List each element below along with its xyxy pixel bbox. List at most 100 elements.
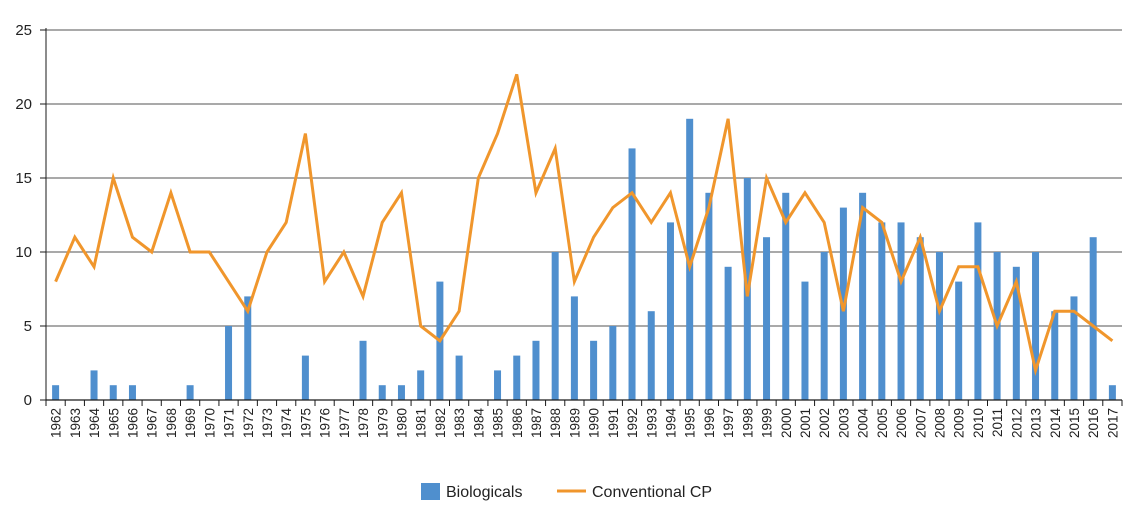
x-tick-label-1971: 1971 <box>222 408 237 438</box>
y-tick-label-0: 0 <box>24 392 32 409</box>
bar-2013 <box>1032 252 1040 400</box>
x-tick-label-2006: 2006 <box>894 408 909 438</box>
x-tick-label-1981: 1981 <box>414 408 429 438</box>
bar-1997 <box>724 266 732 400</box>
bar-1986 <box>513 355 521 400</box>
x-tick-label-2011: 2011 <box>990 408 1005 437</box>
x-tick-label-2007: 2007 <box>913 408 928 438</box>
x-tick-label-2000: 2000 <box>779 408 794 438</box>
y-tick-label-10: 10 <box>15 244 32 261</box>
x-tick-label-2008: 2008 <box>932 408 947 438</box>
x-tick-label-2013: 2013 <box>1029 408 1044 438</box>
x-tick-label-2005: 2005 <box>875 408 890 438</box>
x-tick-label-1995: 1995 <box>683 408 698 438</box>
x-tick-label-1998: 1998 <box>740 408 755 438</box>
x-tick-label-1999: 1999 <box>760 408 775 438</box>
bar-1993 <box>647 311 655 400</box>
bar-1981 <box>417 370 425 400</box>
x-tick-label-1987: 1987 <box>529 408 544 438</box>
bar-1966 <box>128 385 136 400</box>
bar-2008 <box>935 252 943 400</box>
line-conventional-cp <box>54 73 1114 377</box>
bar-1964 <box>90 370 98 400</box>
y-tick-label-5: 5 <box>24 318 32 335</box>
x-tick-label-1968: 1968 <box>164 408 179 438</box>
axes <box>45 28 1123 406</box>
x-tick-label-1974: 1974 <box>279 408 294 439</box>
x-tick-label-1976: 1976 <box>318 408 333 438</box>
line-series-conventional-cp <box>54 73 1114 377</box>
bar-1992 <box>628 148 636 400</box>
x-tick-label-1989: 1989 <box>567 408 582 438</box>
x-tick-label-1997: 1997 <box>721 408 736 438</box>
bar-2005 <box>878 222 886 400</box>
bar-1999 <box>763 237 771 400</box>
bar-1975 <box>301 355 309 400</box>
bar-2010 <box>974 222 982 400</box>
x-axis-tick-labels: 1962 1963 1964 1965 1966 1967 1968 1969 1970 1971… <box>49 408 1121 439</box>
x-tick-label-1986: 1986 <box>510 408 525 438</box>
x-tick-label-1985: 1985 <box>491 408 506 438</box>
bar-1971 <box>225 326 233 400</box>
bar-2000 <box>782 192 790 400</box>
y-tick-label-25: 25 <box>15 22 32 39</box>
legend-label-conventional-cp: Conventional CP <box>592 484 712 501</box>
legend-swatch-biologicals <box>421 483 440 500</box>
x-tick-label-1984: 1984 <box>471 408 486 439</box>
x-tick-label-1975: 1975 <box>298 408 313 438</box>
x-tick-label-1978: 1978 <box>356 408 371 438</box>
x-tick-label-1991: 1991 <box>606 408 621 438</box>
bar-2017 <box>1108 385 1116 400</box>
x-tick-label-1977: 1977 <box>337 408 352 438</box>
x-tick-label-2009: 2009 <box>952 408 967 438</box>
x-tick-label-1996: 1996 <box>702 408 717 438</box>
x-tick-label-1992: 1992 <box>625 408 640 438</box>
bar-1989 <box>570 296 578 400</box>
bar-1987 <box>532 340 540 400</box>
bar-1962 <box>52 385 60 400</box>
x-tick-label-1966: 1966 <box>125 408 140 438</box>
bar-1991 <box>609 326 617 400</box>
x-tick-label-1982: 1982 <box>433 408 448 438</box>
x-tick-label-1983: 1983 <box>452 408 467 438</box>
bar-1994 <box>666 222 674 400</box>
bar-2004 <box>859 192 867 400</box>
bar-1978 <box>359 340 367 400</box>
bar-1972 <box>244 296 252 400</box>
x-tick-label-2004: 2004 <box>856 408 871 439</box>
x-tick-label-1963: 1963 <box>68 408 83 438</box>
x-tick-label-1967: 1967 <box>145 408 160 438</box>
bar-1983 <box>455 355 463 400</box>
x-tick-label-2002: 2002 <box>817 408 832 438</box>
bar-1996 <box>705 192 713 400</box>
bar-2007 <box>916 237 924 400</box>
x-tick-label-1972: 1972 <box>241 408 256 438</box>
x-tick-label-2003: 2003 <box>836 408 851 438</box>
bar-2001 <box>801 281 809 400</box>
x-tick-label-1962: 1962 <box>49 408 64 438</box>
bar-1969 <box>186 385 194 400</box>
x-tick-label-1988: 1988 <box>548 408 563 438</box>
y-tick-label-15: 15 <box>15 170 32 187</box>
bar-2016 <box>1089 237 1097 400</box>
bar-1985 <box>494 370 502 400</box>
x-tick-label-2014: 2014 <box>1048 408 1063 439</box>
x-tick-label-1980: 1980 <box>394 408 409 438</box>
bar-1988 <box>551 252 559 400</box>
x-tick-label-1990: 1990 <box>587 408 602 438</box>
x-tick-label-1964: 1964 <box>87 408 102 439</box>
y-tick-label-20: 20 <box>15 96 32 113</box>
x-tick-label-2016: 2016 <box>1086 408 1101 438</box>
x-tick-label-1970: 1970 <box>202 408 217 438</box>
bar-2009 <box>955 281 963 400</box>
bar-2015 <box>1070 296 1078 400</box>
x-tick-label-1973: 1973 <box>260 408 275 438</box>
x-tick-label-2017: 2017 <box>1105 408 1120 438</box>
bar-2006 <box>897 222 905 400</box>
bar-2002 <box>820 252 828 400</box>
bar-2012 <box>1012 266 1020 400</box>
x-tick-label-2010: 2010 <box>971 408 986 438</box>
x-tick-label-1993: 1993 <box>644 408 659 438</box>
x-tick-label-2001: 2001 <box>798 408 813 438</box>
y-axis-tick-labels: 0 5 10 15 20 25 <box>15 22 32 409</box>
